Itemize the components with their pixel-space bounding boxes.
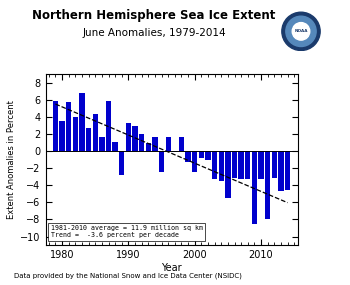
Circle shape	[292, 23, 310, 40]
Bar	[60, 121, 65, 151]
Bar	[192, 151, 197, 172]
Bar	[205, 151, 211, 160]
Bar	[172, 151, 177, 152]
Bar	[186, 151, 191, 162]
Bar	[106, 101, 111, 151]
Text: June Anomalies, 1979-2014: June Anomalies, 1979-2014	[82, 28, 226, 38]
Bar	[66, 102, 71, 151]
Bar	[225, 151, 231, 198]
Bar	[166, 137, 171, 151]
Bar	[126, 123, 131, 151]
Text: 1981-2010 average = 11.9 million sq km
Trend =  -3.6 percent per decade: 1981-2010 average = 11.9 million sq km T…	[50, 225, 203, 238]
Bar	[53, 101, 58, 151]
Text: Northern Hemisphere Sea Ice Extent: Northern Hemisphere Sea Ice Extent	[32, 9, 276, 22]
Bar	[86, 128, 91, 151]
Bar	[219, 151, 224, 181]
Bar	[278, 151, 284, 191]
Bar	[199, 151, 204, 158]
X-axis label: Year: Year	[161, 263, 182, 273]
Circle shape	[282, 12, 320, 50]
Circle shape	[286, 16, 316, 46]
Bar	[232, 151, 237, 178]
Text: Data provided by the National Snow and Ice Data Center (NSIDC): Data provided by the National Snow and I…	[14, 273, 242, 279]
Bar	[93, 114, 98, 151]
Bar	[252, 151, 257, 224]
Bar	[265, 151, 270, 219]
Bar	[73, 117, 78, 151]
Bar	[258, 151, 264, 179]
Text: NOAA: NOAA	[294, 29, 308, 33]
Bar	[119, 151, 124, 175]
Bar	[285, 151, 290, 190]
Bar	[245, 151, 250, 179]
Y-axis label: Extent Anomalies in Percent: Extent Anomalies in Percent	[7, 100, 16, 219]
Bar	[212, 151, 217, 179]
Bar	[139, 134, 144, 151]
Bar	[272, 151, 277, 178]
Bar	[132, 126, 138, 151]
Bar	[146, 143, 151, 151]
Bar	[179, 137, 184, 151]
Bar	[112, 142, 118, 151]
Bar	[79, 93, 85, 151]
Bar	[99, 137, 105, 151]
Bar	[152, 137, 158, 151]
Bar	[159, 151, 164, 172]
Bar	[238, 151, 244, 179]
